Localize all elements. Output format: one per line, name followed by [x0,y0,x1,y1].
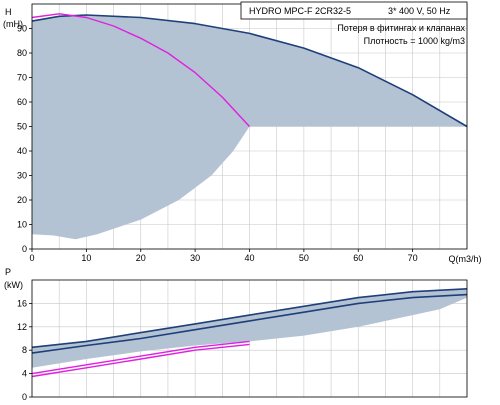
x-tick-label: 40 [244,253,254,263]
y-tick-label: 20 [17,195,27,205]
y-tick-label: 30 [17,171,27,181]
y-tick-label: 80 [17,48,27,58]
y-tick-label: 70 [17,73,27,83]
power-axis-unit: (kW) [4,280,23,290]
head-axis-unit: (mH) [3,19,23,29]
x-tick-label: 0 [29,253,34,263]
info-supply: 3* 400 V, 50 Hz [388,6,451,16]
series-line-full-speed-curve-1 [31,293,468,354]
power-axis-title: P [5,267,11,277]
y-tick-label: 8 [22,345,27,355]
y-tick-label: 50 [17,122,27,132]
info-box: HYDRO MPC-F 2CR32-5 3* 400 V, 50 Hz Поте… [240,1,468,46]
operating-envelope-area [32,15,467,240]
x-tick-label: 10 [81,253,91,263]
y-tick-label: 40 [17,146,27,156]
x-tick-label: 20 [136,253,146,263]
operating-envelope-area [32,288,467,368]
y-tick-label: 12 [17,322,27,332]
x-tick-label: 60 [353,253,363,263]
plot-frame [31,279,468,398]
series-line-full-speed-curve-0 [31,288,468,349]
power-panel: 0 4 8 12 16 [17,279,468,402]
head-panel: 0 10 20 30 40 50 60 70 80 90 0 10 20 30 40 50 60 70 [17,3,468,263]
series-line-single-pump-curve-2 [31,340,250,375]
x-tick-label: 50 [299,253,309,263]
y-tick-label: 4 [22,369,27,379]
y-tick-label: 90 [17,24,27,34]
y-tick-label: 0 [22,244,27,254]
y-tick-label: 16 [17,298,27,308]
y-tick-label: 10 [17,220,27,230]
series-line-single-pump-curve-3 [31,343,250,378]
info-note: Потеря в фитингах и клапанах [337,23,465,33]
series-line-single-pump-curve-1 [31,13,251,127]
y-tick-label: 0 [22,392,27,400]
head-axis-title: H [5,7,12,17]
x-tick-label: 30 [190,253,200,263]
x-axis-unit: Q(m3/h) [448,254,481,264]
x-tick-label: 70 [408,253,418,263]
y-tick-label: 60 [17,97,27,107]
info-density: Плотность = 1000 kg/m3 [364,36,465,46]
info-model: HYDRO MPC-F 2CR32-5 [249,6,351,16]
